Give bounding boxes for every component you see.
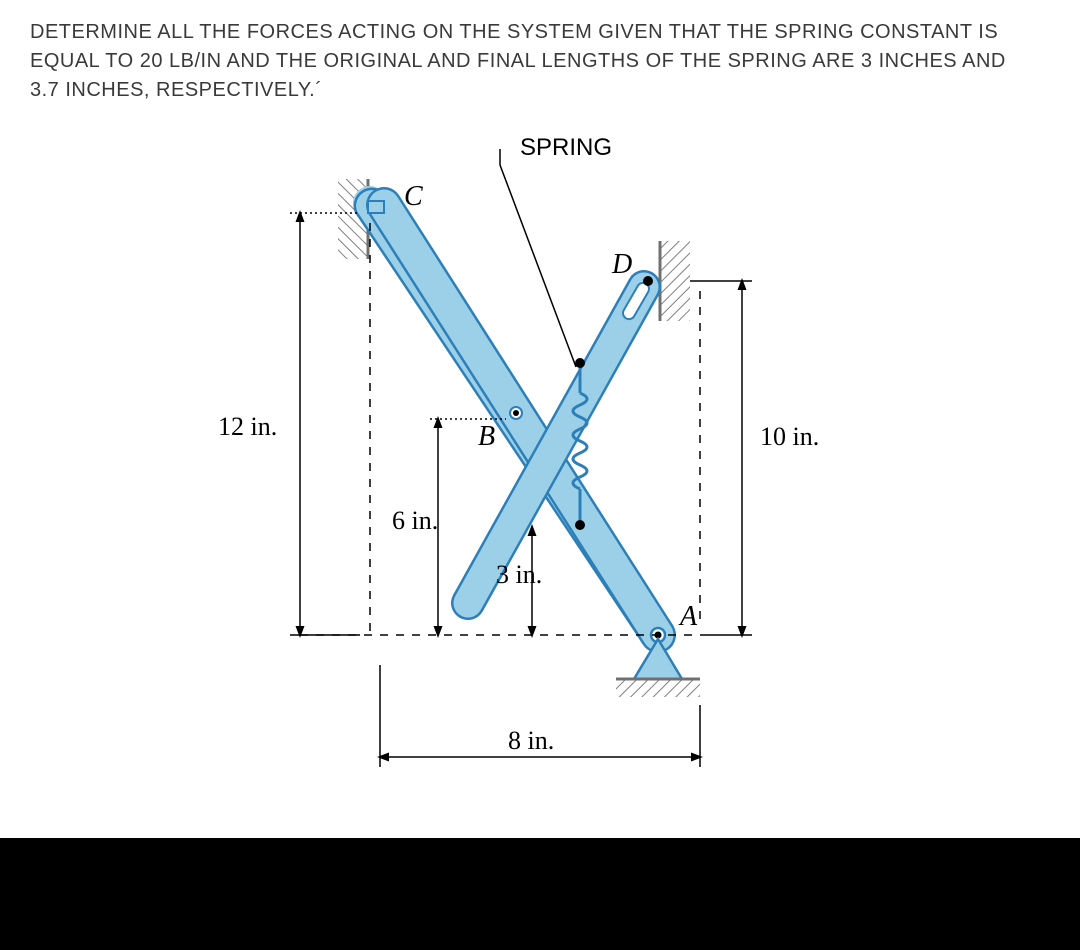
svg-text:6 in.: 6 in. [392, 506, 438, 535]
pin-c [368, 201, 384, 213]
problem-line-3: 3.7 INCHES, RESPECTIVELY.´ [30, 79, 322, 101]
pin-d [643, 276, 653, 286]
diagram-container: SPRING C D B A 12 in. 10 in. 6 in. 3 in. [0, 105, 1080, 825]
svg-text:3 in.: 3 in. [496, 560, 542, 589]
svg-text:10 in.: 10 in. [760, 422, 819, 451]
bottom-black-bar [0, 838, 1080, 950]
label-d: D [611, 249, 632, 280]
problem-statement: DETERMINE ALL THE FORCES ACTING ON THE S… [0, 0, 1080, 105]
label-b: B [478, 421, 495, 452]
spring-label: SPRING [520, 134, 612, 161]
label-a: A [678, 601, 698, 632]
svg-text:8 in.: 8 in. [508, 726, 554, 755]
label-c: C [404, 181, 423, 212]
problem-line-2: EQUAL TO 20 LB/IN AND THE ORIGINAL AND F… [30, 50, 1006, 72]
mechanics-diagram: SPRING C D B A 12 in. 10 in. 6 in. 3 in. [0, 105, 1080, 825]
problem-line-1: DETERMINE ALL THE FORCES ACTING ON THE S… [30, 21, 998, 43]
svg-text:12 in.: 12 in. [218, 412, 277, 441]
